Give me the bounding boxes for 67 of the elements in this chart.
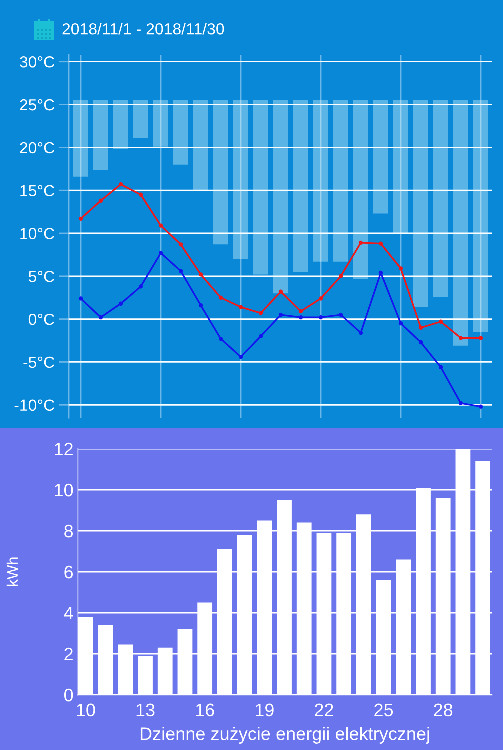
y-tick-label: 10 — [55, 484, 74, 497]
point — [238, 305, 244, 310]
y-tick-label: 12 — [55, 442, 73, 456]
y-tick-label: 2 — [64, 648, 73, 661]
point — [158, 224, 164, 228]
point — [98, 316, 104, 320]
x-tick-label: 22 — [315, 704, 334, 716]
x-axis-title: Dzienne zużycie energii elektrycznej — [140, 727, 430, 744]
point — [138, 192, 144, 197]
y-tick-label: 8 — [64, 524, 74, 538]
point — [298, 310, 304, 314]
y-axis-title: kWh — [6, 558, 18, 586]
y-tick-label: 30°C — [20, 56, 55, 68]
point — [458, 336, 464, 340]
point — [458, 401, 464, 406]
point — [258, 334, 264, 339]
y-tick-label: 0°C — [28, 314, 55, 326]
point — [358, 240, 364, 246]
point — [138, 284, 144, 289]
y-tick-label: 0 — [64, 688, 74, 702]
point — [278, 290, 284, 294]
point — [298, 316, 304, 320]
point — [338, 274, 344, 278]
point — [338, 312, 344, 318]
point — [478, 404, 484, 409]
point — [238, 354, 244, 360]
x-tick-label: 10 — [77, 704, 96, 717]
point — [218, 296, 224, 300]
point — [378, 242, 384, 246]
point — [78, 296, 84, 301]
y-tick-label: 4 — [64, 607, 74, 620]
point — [438, 365, 444, 370]
x-tick-label: 19 — [256, 704, 274, 717]
point — [398, 322, 404, 326]
point — [158, 251, 164, 256]
x-tick-label: 13 — [136, 704, 155, 717]
x-tick-label: 28 — [434, 704, 453, 717]
y-tick-label: 10°C — [20, 228, 55, 240]
y-tick-label: 5°C — [28, 271, 55, 282]
point — [318, 296, 324, 301]
y-tick-label: 25°C — [20, 99, 55, 111]
y-tick-label: 15°C — [20, 185, 55, 197]
point — [78, 216, 84, 221]
y-tick-label: -5°C — [24, 356, 55, 368]
y-tick-label: -10°C — [14, 400, 55, 412]
y-tick-label: 6 — [64, 566, 74, 579]
x-tick-label: 16 — [196, 704, 214, 717]
point — [478, 336, 484, 340]
point — [98, 198, 104, 203]
point — [438, 320, 444, 324]
point — [198, 304, 204, 308]
x-tick-label: 25 — [374, 704, 394, 717]
y-tick-label: 20°C — [20, 142, 55, 154]
point — [258, 311, 264, 316]
chart-title: 2018/11/1 - 2018/11/30 — [62, 23, 224, 35]
point — [198, 272, 204, 277]
point — [178, 269, 184, 274]
point — [358, 330, 364, 336]
point — [398, 266, 404, 271]
point — [278, 312, 284, 318]
point — [218, 336, 224, 342]
point — [418, 340, 424, 345]
point — [418, 326, 424, 330]
point — [118, 302, 124, 306]
point — [178, 242, 184, 247]
point — [318, 316, 324, 320]
point — [118, 182, 124, 187]
